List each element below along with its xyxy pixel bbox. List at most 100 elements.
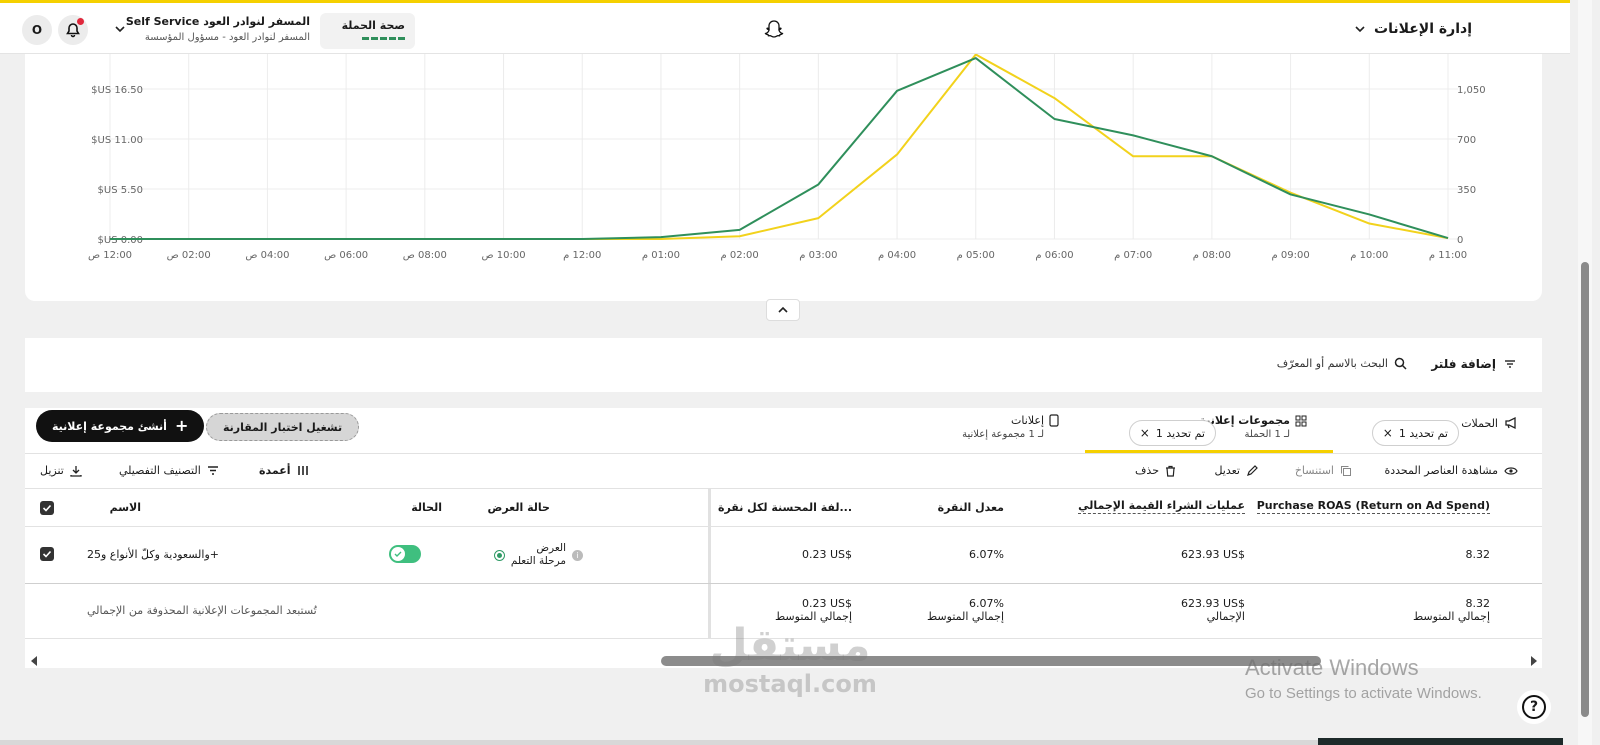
delete-button[interactable]: حذف — [1135, 464, 1176, 477]
totals-note: تُستبعد المجموعات الإعلانية المحذوفة من … — [87, 604, 317, 617]
ads-manager-menu[interactable]: إدارة الإعلانات — [1354, 21, 1472, 37]
megaphone-icon — [1505, 416, 1516, 430]
download-button[interactable]: تنزيل — [40, 464, 82, 477]
row-ctr: 6.07% — [969, 548, 1004, 561]
close-icon[interactable]: × — [1382, 426, 1393, 440]
account-switcher[interactable]: المسفر لنوادر العود Self Service المسفر … — [110, 15, 310, 49]
eye-icon — [1504, 466, 1518, 475]
row-checkbox[interactable] — [40, 547, 54, 561]
compare-test-button[interactable]: تشغيل اختبار المقارنة — [206, 413, 360, 441]
x-axis-tick: 04:00 م — [878, 250, 916, 261]
download-label: تنزيل — [40, 464, 64, 477]
total-purchase-value: 623.93 US$ الإجمالي — [1180, 597, 1245, 623]
delivery-status: العرض — [536, 542, 566, 554]
avatar[interactable]: O — [22, 15, 52, 45]
tab-ad-groups-sub: لـ 1 الحملة — [1244, 429, 1290, 440]
scroll-right-icon[interactable] — [1530, 655, 1538, 667]
chevron-down-icon — [115, 26, 125, 33]
duplicate-button[interactable]: استنساخ — [1295, 464, 1352, 477]
create-ad-group-button[interactable]: + أنشئ مجموعة إعلانية — [36, 410, 205, 442]
account-badge: Self Service — [125, 15, 200, 28]
x-axis-tick: 08:00 م — [1193, 250, 1231, 261]
row-delivery: i العرض مرحلة التعلم — [493, 542, 583, 568]
tab-ads[interactable]: إعلانات لـ 1 مجموعة إعلانية — [962, 414, 1059, 440]
campaign-health-button[interactable]: صحة الحملة — [320, 13, 415, 49]
header-cpc[interactable]: ...لفة المحسنة لكل نقرة — [717, 501, 852, 514]
scrollbar-thumb[interactable] — [1581, 262, 1589, 717]
top-bar: O المسفر لنوادر العود Self Service المسف… — [0, 0, 1570, 54]
tab-campaigns[interactable]: الحملات — [1461, 416, 1518, 430]
row-divider — [25, 583, 1542, 584]
vertical-scrollbar[interactable] — [1578, 0, 1592, 745]
selection-label: تم تحديد 1 — [1155, 426, 1205, 440]
edit-label: تعديل — [1214, 464, 1240, 477]
y-axis-left-tick: $US 0.00 — [98, 235, 143, 246]
delete-label: حذف — [1135, 464, 1159, 477]
plus-icon: + — [174, 416, 189, 435]
toggle-knob — [391, 547, 405, 561]
snapchat-logo-icon[interactable] — [762, 18, 786, 42]
select-all-checkbox[interactable] — [40, 501, 54, 515]
header-divider — [25, 526, 1542, 527]
header-ctr[interactable]: معدل النقرة — [937, 501, 1004, 514]
x-axis-tick: 05:00 م — [957, 250, 995, 261]
header-delivery[interactable]: حالة العرض — [487, 501, 550, 514]
grid-icon — [1295, 415, 1307, 426]
scroll-left-icon[interactable] — [30, 655, 38, 667]
header-status[interactable]: الحالة — [411, 501, 442, 514]
header-purchase-value[interactable]: عمليات الشراء القيمة الإجمالي — [1078, 499, 1245, 514]
delivery-phase: مرحلة التعلم — [510, 555, 566, 567]
check-icon — [42, 504, 52, 512]
edit-button[interactable]: تعديل — [1214, 464, 1258, 477]
performance-chart: $US 0.00 0 $US 5.50 350 $US 11.00 700 $US 16.5… — [88, 54, 1486, 261]
chevron-up-icon — [778, 306, 788, 313]
x-axis-tick: 07:00 م — [1114, 250, 1152, 261]
search-placeholder: البحث بالاسم أو المعرّف — [1276, 357, 1388, 370]
duplicate-icon — [1341, 465, 1351, 476]
y-axis-left-tick: $US 11.00 — [91, 135, 143, 146]
filter-bar: إضافة فلتر البحث بالاسم أو المعرّف — [25, 338, 1542, 392]
x-axis-tick: 03:00 م — [799, 250, 837, 261]
ads-manager-label: إدارة الإعلانات — [1374, 21, 1472, 37]
trash-icon — [1166, 465, 1175, 477]
x-axis-tick: 01:00 م — [642, 250, 680, 261]
breakdown-button[interactable]: التصنيف التفصيلي — [119, 464, 219, 477]
help-button[interactable]: ? — [1517, 690, 1551, 724]
horizontal-scrollbar-thumb[interactable] — [661, 656, 1321, 666]
chart-card: $US 0.00 0 $US 5.50 350 $US 11.00 700 $US 16.5… — [25, 54, 1542, 301]
check-icon — [42, 550, 52, 558]
activate-windows-subtitle: Go to Settings to activate Windows. — [1245, 685, 1482, 702]
view-selected-label: مشاهدة العناصر المحددة — [1384, 464, 1499, 477]
row-name[interactable]: +والسعودية وكلّ الأنواع و25 — [87, 548, 219, 561]
tab-ad-groups[interactable]: مجموعات إعلانية لـ 1 الحملة — [1200, 414, 1307, 440]
header-name[interactable]: الاسم — [109, 501, 141, 514]
close-icon[interactable]: × — [1139, 426, 1150, 440]
y-axis-right-tick: 1,050 — [1457, 85, 1486, 96]
x-axis-tick: 02:00 ص — [167, 250, 211, 261]
active-tab-underline — [1085, 450, 1333, 453]
toolbar-divider — [25, 488, 1542, 489]
y-axis-right-tick: 350 — [1457, 185, 1476, 196]
chevron-down-icon — [1355, 26, 1365, 33]
ad-groups-selection-pill[interactable]: تم تحديد 1 × — [1128, 420, 1216, 446]
pencil-icon — [1247, 464, 1258, 476]
y-axis-right-tick: 700 — [1457, 135, 1476, 146]
status-toggle[interactable] — [389, 545, 421, 563]
row-roas: 8.32 — [1465, 548, 1491, 561]
duplicate-label: استنساخ — [1294, 464, 1334, 477]
search-input[interactable]: البحث بالاسم أو المعرّف — [1277, 357, 1407, 370]
columns-button[interactable]: أعمدة — [259, 464, 309, 477]
series-line-0 — [110, 54, 1449, 240]
collapse-chart-button[interactable] — [766, 299, 800, 321]
add-filter-button[interactable]: إضافة فلتر — [1431, 357, 1516, 371]
account-name: المسفر لنوادر العود — [203, 15, 310, 28]
campaigns-selection-pill[interactable]: تم تحديد 1 × — [1371, 420, 1459, 446]
notifications-button[interactable] — [58, 15, 88, 45]
header-roas[interactable]: Purchase ROAS (Return on Ad Spend) — [1256, 499, 1490, 514]
total-cpc: 0.23 US$ إجمالي المتوسط — [774, 597, 852, 623]
filter-icon — [1505, 360, 1515, 368]
bell-icon — [66, 23, 80, 38]
view-selected-button[interactable]: مشاهدة العناصر المحددة — [1385, 464, 1519, 477]
info-icon[interactable]: i — [572, 549, 583, 561]
x-axis-tick: 08:00 ص — [403, 250, 447, 261]
